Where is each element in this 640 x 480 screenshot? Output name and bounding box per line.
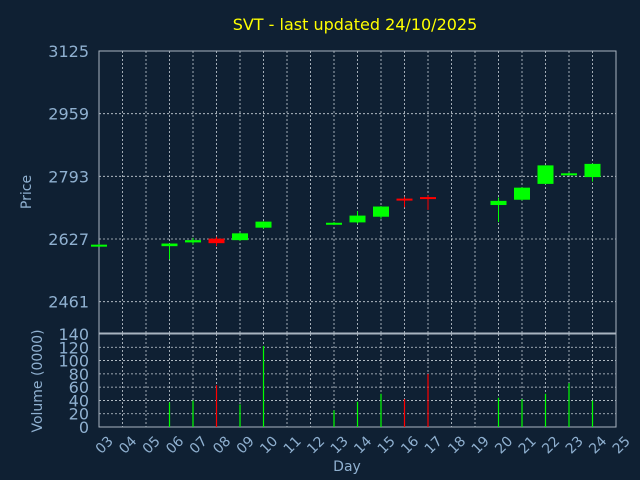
day-tick-label: 23	[563, 433, 587, 457]
candle-body	[232, 233, 248, 241]
day-tick-label: 24	[586, 433, 610, 457]
candle-body	[326, 222, 342, 225]
x-axis-ticks: 03 04 05 06 07 08 09 10 11 12 13 14 15 16 17 18 19 20 21 22…	[93, 433, 634, 457]
day-tick-label: 20	[492, 433, 516, 457]
day-tick-label: 25	[610, 433, 634, 457]
day-tick-label: 18	[445, 433, 469, 457]
candle-body	[255, 221, 272, 228]
day-tick-label: 03	[93, 433, 117, 457]
day-tick-label: 05	[140, 433, 164, 457]
volume-tick-label: 0	[79, 418, 89, 437]
day-tick-label: 08	[210, 433, 234, 457]
volume-tick-label: 140	[58, 325, 89, 344]
candle-body	[349, 215, 366, 223]
candle-body	[420, 197, 436, 200]
candle-body	[537, 165, 554, 184]
volume-tick-label: 100	[58, 352, 89, 371]
candle-body	[373, 206, 389, 217]
volume-tick-label: 120	[58, 338, 89, 357]
day-tick-label: 15	[375, 433, 399, 457]
candle-body	[185, 240, 201, 243]
day-tick-label: 16	[398, 433, 422, 457]
price-tick-label: 2959	[48, 105, 89, 124]
day-tick-label: 19	[469, 433, 493, 457]
day-tick-label: 06	[163, 433, 187, 457]
candle-body	[561, 173, 577, 176]
day-tick-label: 22	[539, 433, 563, 457]
day-tick-label: 11	[281, 433, 305, 457]
price-tick-label: 2627	[48, 230, 89, 249]
day-tick-label: 12	[304, 433, 328, 457]
price-tick-label: 2461	[48, 293, 89, 312]
volume-tick-label: 20	[69, 405, 89, 424]
candle-body	[584, 163, 601, 178]
candle-body	[396, 198, 413, 201]
day-tick-label: 09	[234, 433, 258, 457]
chart-title: SVT - last updated 24/10/2025	[233, 15, 478, 34]
volume-axis-label: Volume (0000)	[30, 329, 46, 432]
price-panel: 3125 2959 2793 2627 2461	[48, 42, 617, 334]
volume-tick-label: 80	[69, 365, 89, 384]
candle-body	[161, 243, 178, 247]
day-tick-label: 04	[116, 433, 140, 457]
price-tick-label: 2793	[48, 167, 89, 186]
day-tick-label: 10	[257, 433, 281, 457]
day-tick-label: 17	[422, 433, 446, 457]
price-tick-label: 3125	[48, 42, 89, 61]
price-frame	[98, 50, 617, 334]
day-axis-label: Day	[333, 459, 361, 475]
volume-tick-label: 60	[69, 378, 89, 397]
candle-body	[490, 200, 507, 206]
candle-body	[91, 244, 107, 247]
price-axis-label: Price	[19, 175, 35, 209]
day-tick-label: 07	[187, 433, 211, 457]
candle-body	[514, 187, 530, 200]
day-tick-label: 14	[351, 433, 375, 457]
day-tick-label: 13	[328, 433, 352, 457]
candle-body	[208, 238, 225, 244]
volume-tick-label: 40	[69, 391, 89, 410]
day-tick-label: 21	[516, 433, 540, 457]
